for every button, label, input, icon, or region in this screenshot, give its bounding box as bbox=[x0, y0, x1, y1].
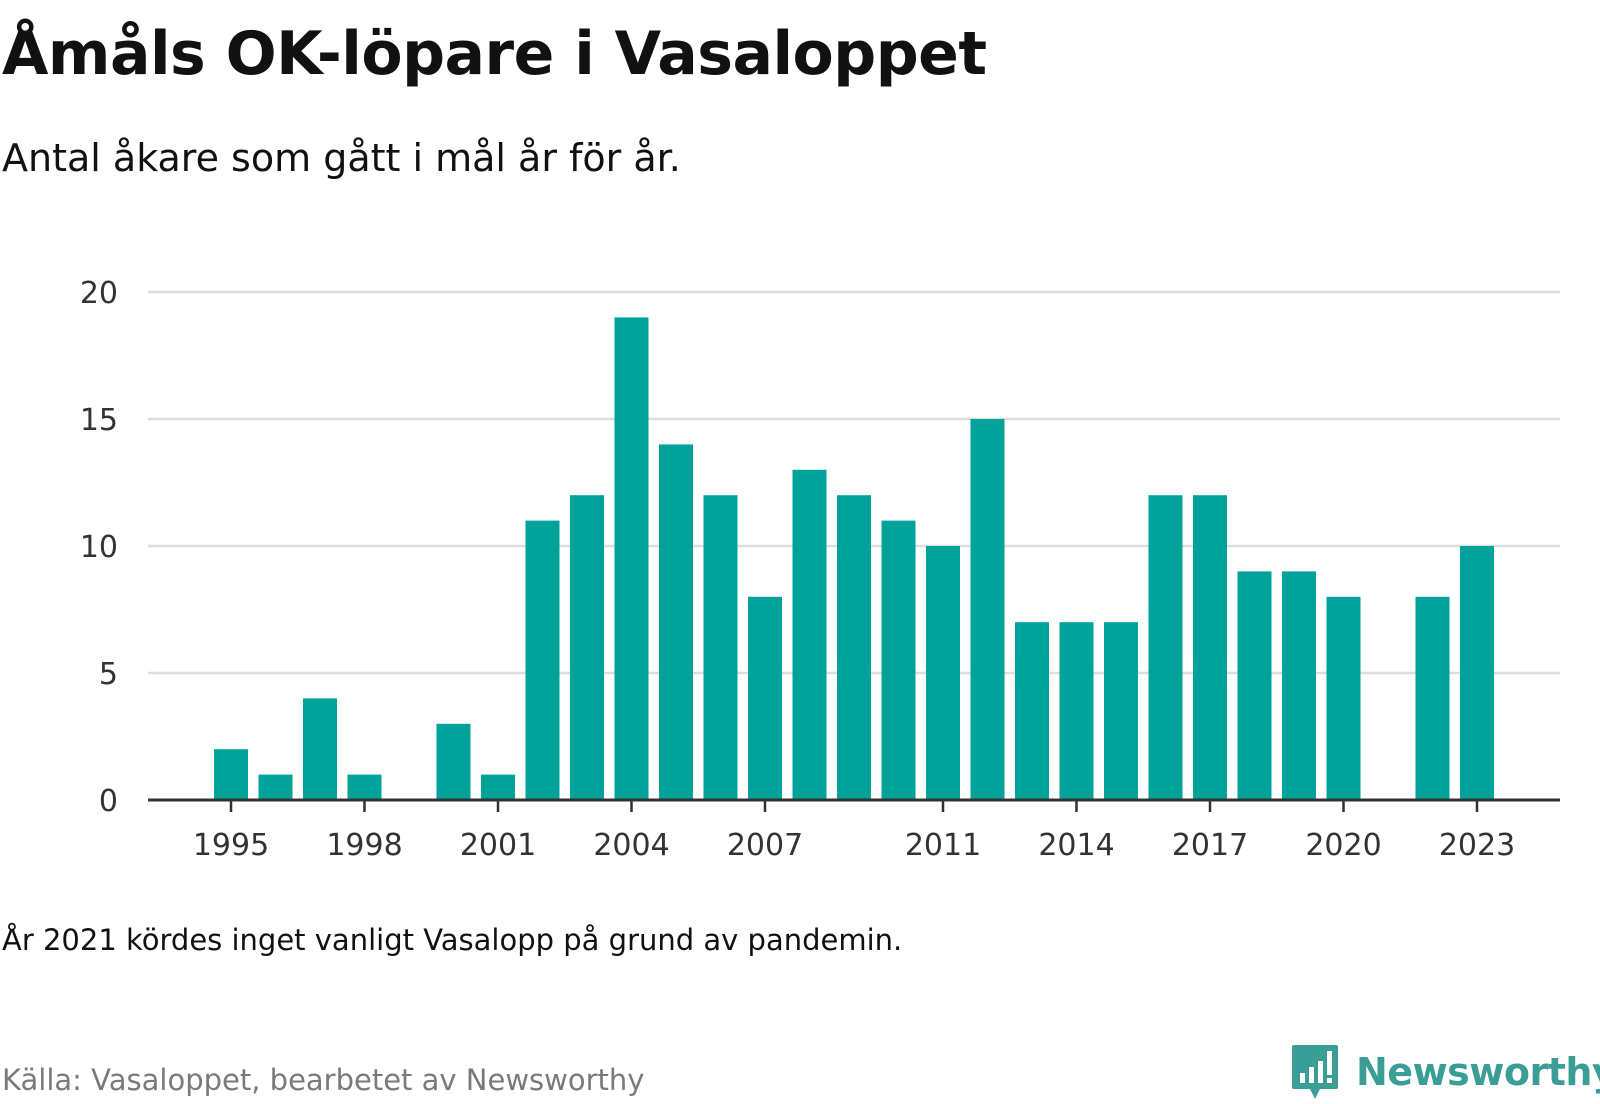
bar bbox=[570, 495, 604, 800]
x-tick-label: 2014 bbox=[1038, 828, 1114, 860]
bar bbox=[614, 317, 649, 800]
y-tick-label: 0 bbox=[99, 784, 118, 819]
footnote: År 2021 kördes inget vanligt Vasalopp på… bbox=[2, 923, 903, 957]
bar bbox=[1104, 622, 1138, 800]
logo-text: Newsworthy bbox=[1356, 1050, 1600, 1094]
x-axis bbox=[148, 798, 1560, 812]
bar bbox=[1237, 571, 1272, 800]
x-tick-label: 2020 bbox=[1305, 828, 1381, 860]
y-tick-labels: 0 5 10 15 20 bbox=[80, 276, 118, 819]
chart-title: Åmåls OK-löpare i Vasaloppet bbox=[2, 19, 987, 89]
x-tick-label: 2011 bbox=[905, 828, 981, 860]
bar-chart: 0 5 10 15 20 1995 1998 2001 2004 2007 2011 2014 201… bbox=[80, 276, 1560, 860]
y-tick-label: 20 bbox=[80, 276, 118, 311]
y-tick-label: 15 bbox=[80, 403, 118, 438]
bar bbox=[214, 749, 248, 800]
chart-subtitle: Antal åkare som gått i mål år för år. bbox=[2, 136, 681, 180]
source-text: Källa: Vasaloppet, bearbetet av Newswort… bbox=[2, 1063, 645, 1097]
bar bbox=[258, 774, 293, 800]
bar bbox=[703, 495, 738, 800]
newsworthy-logo-icon bbox=[1292, 1045, 1338, 1099]
x-tick-label: 2017 bbox=[1172, 828, 1248, 860]
bar bbox=[1148, 495, 1183, 800]
x-tick-label: 2004 bbox=[593, 828, 669, 860]
bar bbox=[792, 469, 827, 800]
bar bbox=[347, 774, 382, 800]
bar bbox=[1326, 596, 1361, 800]
bar bbox=[525, 520, 560, 800]
x-tick-label: 2023 bbox=[1439, 828, 1515, 860]
bars bbox=[214, 317, 1494, 800]
bar bbox=[1460, 546, 1494, 800]
bar bbox=[1059, 622, 1094, 800]
x-tick-label: 2007 bbox=[727, 828, 803, 860]
x-tick-label: 1998 bbox=[326, 828, 402, 860]
bar bbox=[1282, 571, 1316, 800]
bar bbox=[1015, 622, 1049, 800]
bar bbox=[659, 444, 693, 800]
bar bbox=[436, 723, 471, 800]
bar bbox=[1415, 596, 1450, 800]
bar bbox=[881, 520, 916, 800]
x-tick-labels: 1995 1998 2001 2004 2007 2011 2014 2017 2020 2023 bbox=[193, 828, 1515, 860]
bar bbox=[837, 495, 871, 800]
bar bbox=[1193, 495, 1227, 800]
y-tick-label: 5 bbox=[99, 657, 118, 692]
x-tick-label: 1995 bbox=[193, 828, 269, 860]
bar bbox=[303, 698, 337, 800]
bar bbox=[970, 419, 1005, 800]
bar bbox=[481, 774, 515, 800]
newsworthy-logo: Newsworthy bbox=[1290, 1040, 1600, 1104]
x-tick-label: 2001 bbox=[460, 828, 536, 860]
y-tick-label: 10 bbox=[80, 530, 118, 565]
bar bbox=[748, 596, 782, 800]
bar bbox=[926, 546, 960, 800]
